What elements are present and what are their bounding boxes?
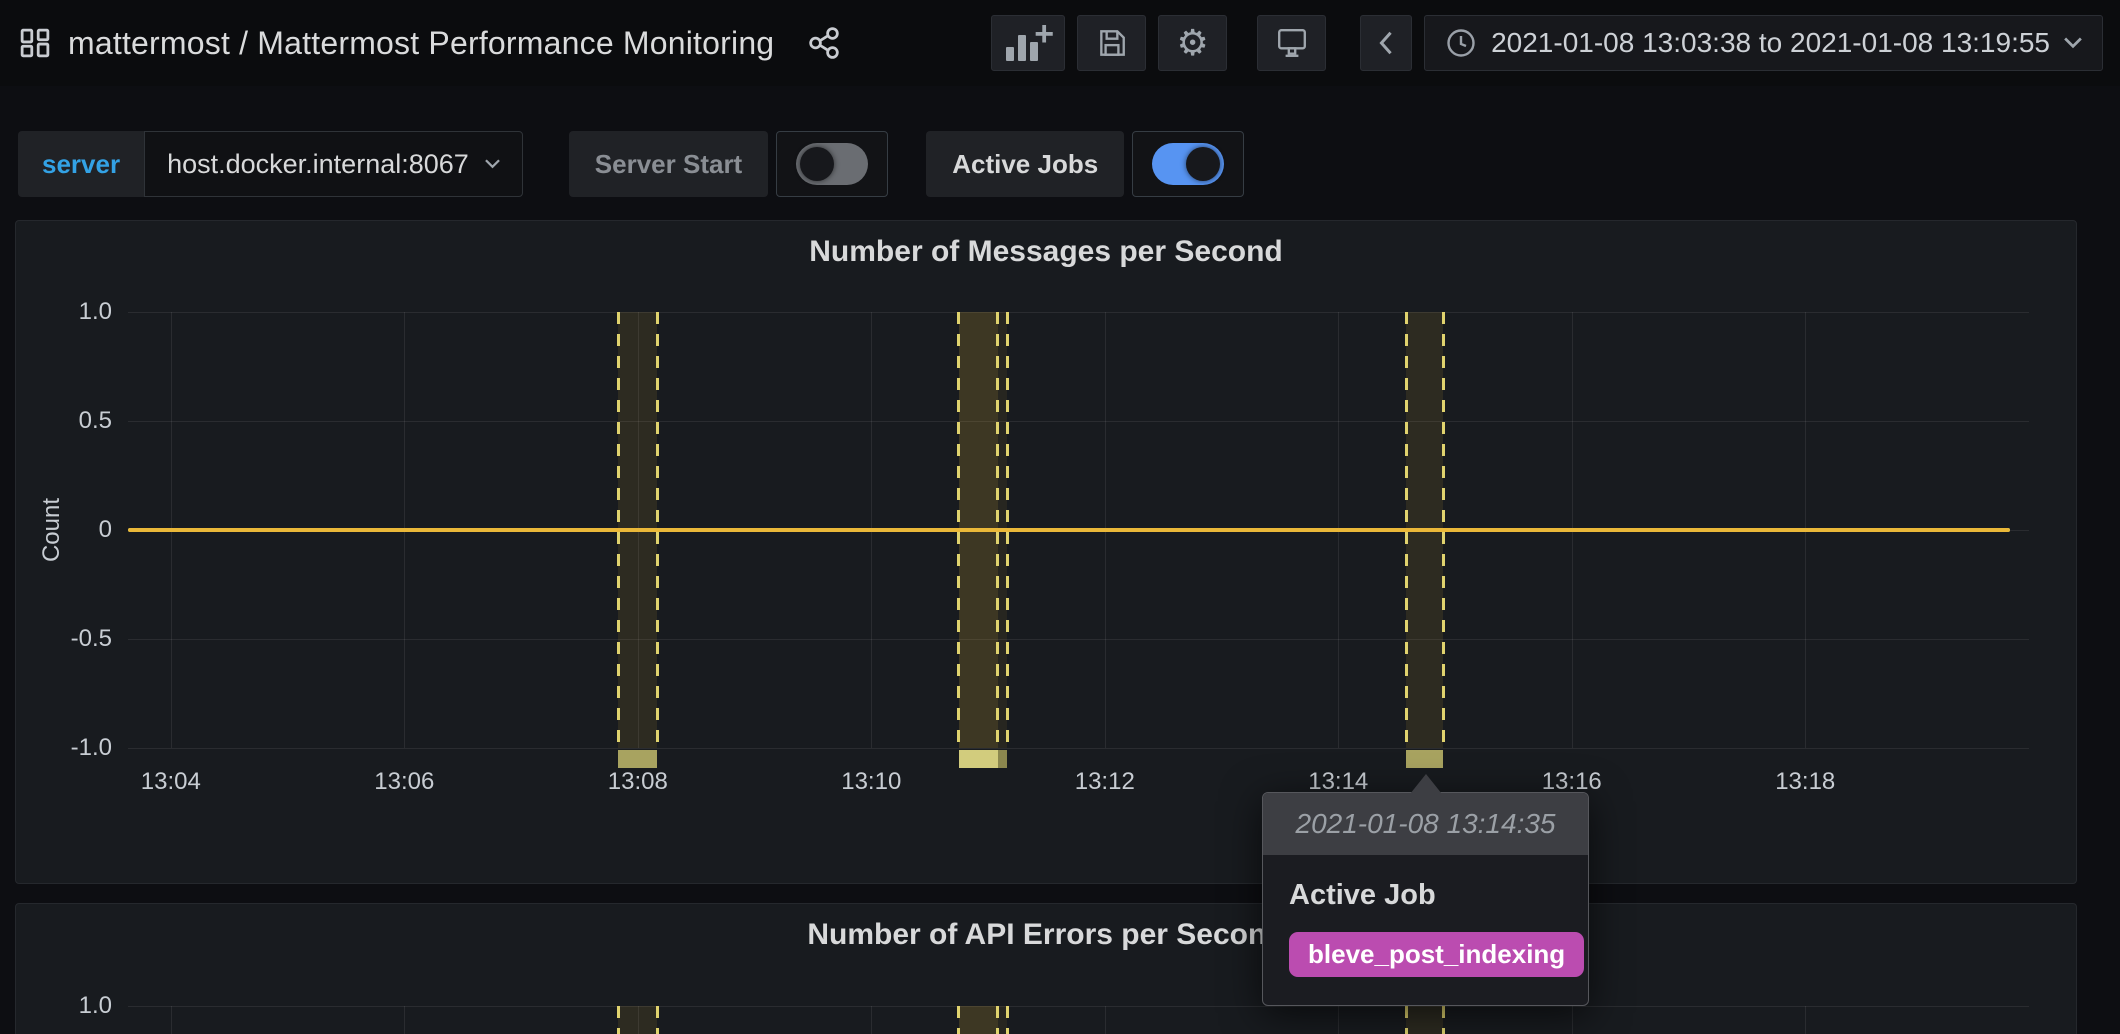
time-range-picker[interactable]: 2021-01-08 13:03:38 to 2021-01-08 13:19:… xyxy=(1424,15,2103,71)
toggle-knob xyxy=(1186,147,1221,181)
grid-line-horizontal xyxy=(128,639,2029,640)
plus-icon: + xyxy=(1034,15,1055,53)
panel-title[interactable]: Number of Messages per Second xyxy=(809,235,1283,268)
annotation-marker[interactable] xyxy=(958,750,998,768)
annotation-region-edge-left xyxy=(996,312,1000,748)
save-icon xyxy=(1096,27,1128,59)
annotation-region xyxy=(997,1006,1008,1034)
chevron-down-icon xyxy=(2064,37,2082,49)
annotation-region xyxy=(618,1006,658,1034)
grid-line-vertical xyxy=(637,1006,639,1034)
chart-plot-area: 1.0 0.5 0 -0.5 -1.0 13:04 13:06 13:08 13:10 13:12… xyxy=(71,298,2029,795)
grid-line-vertical xyxy=(1104,1006,1106,1034)
dashboard-settings-button[interactable]: ⚙ xyxy=(1158,15,1228,71)
x-axis-tick-label: 13:04 xyxy=(140,768,201,795)
grid-line-vertical xyxy=(1805,1006,1807,1034)
annotation-tag-badge: bleve_post_indexing xyxy=(1289,932,1585,977)
share-icon[interactable] xyxy=(806,25,842,61)
dashboard-title[interactable]: mattermost / Mattermost Performance Moni… xyxy=(68,24,775,61)
annotation-region-edge-left xyxy=(616,312,620,748)
annotation-region-edge-right xyxy=(1441,312,1445,748)
grid-line-vertical xyxy=(1571,1006,1573,1034)
y-axis-tick-label: 1.0 xyxy=(78,298,112,325)
annotation-marker[interactable] xyxy=(618,750,658,768)
series-line-Total xyxy=(128,528,2010,532)
variable-server-label: server xyxy=(18,131,145,197)
grid-line-horizontal xyxy=(128,748,2029,749)
server-start-label: Server Start xyxy=(568,131,769,197)
grid-line-vertical xyxy=(170,1006,172,1034)
annotation-region xyxy=(1406,1006,1444,1034)
grid-line-horizontal xyxy=(128,312,2029,313)
clock-icon xyxy=(1445,27,1477,59)
x-axis-tick-label: 13:14 xyxy=(1308,768,1369,795)
grid-line-horizontal xyxy=(128,1006,2029,1007)
y-axis-tick-label: 0 xyxy=(98,516,112,543)
y-axis-tick-label: -0.5 xyxy=(70,625,112,652)
time-range-label: 2021-01-08 13:03:38 to 2021-01-08 13:19:… xyxy=(1491,27,2050,58)
tooltip-body: Active Job bleve_post_indexing xyxy=(1263,855,1588,1005)
tooltip-timestamp: 2021-01-08 13:14:35 xyxy=(1263,793,1588,855)
annotation-region-edge-right xyxy=(1005,1006,1009,1034)
chevron-down-icon xyxy=(484,159,500,169)
annotation-tooltip: 2021-01-08 13:14:35 Active Job bleve_pos… xyxy=(1262,774,1589,1006)
tooltip-arrow-icon xyxy=(1409,774,1442,794)
y-axis-tick-label: 0.5 xyxy=(78,407,112,434)
server-variable-value: host.docker.internal:8067 xyxy=(167,148,469,179)
add-panel-icon: + xyxy=(1006,17,1054,61)
annotation-region-edge-right xyxy=(1005,312,1009,748)
toggle-knob xyxy=(800,147,835,181)
annotation-region-edge-left xyxy=(957,312,961,748)
x-axis-tick-label: 13:10 xyxy=(841,768,902,795)
annotation-marker[interactable] xyxy=(997,750,1008,768)
grid-line-vertical xyxy=(404,1006,406,1034)
nav-right-cluster: + ⚙ xyxy=(991,15,2103,71)
monitor-icon xyxy=(1276,27,1308,59)
grid-line-vertical xyxy=(1338,1006,1340,1034)
cycle-view-button[interactable] xyxy=(1257,15,1327,71)
annotation-region xyxy=(958,1006,998,1034)
active-jobs-toggle[interactable] xyxy=(1132,131,1245,197)
grid-line-vertical xyxy=(871,1006,873,1034)
nav-left-cluster: mattermost / Mattermost Performance Moni… xyxy=(20,25,842,62)
annotation-region-edge-left xyxy=(957,1006,961,1034)
x-axis-tick-label: 13:12 xyxy=(1074,768,1135,795)
server-variable-select[interactable]: host.docker.internal:8067 xyxy=(144,131,523,197)
panel-api-errors-per-second: Number of API Errors per Second 1.0 xyxy=(15,903,2077,1034)
annotation-marker[interactable] xyxy=(1406,750,1444,768)
save-dashboard-button[interactable] xyxy=(1077,15,1147,71)
tooltip-title: Active Job xyxy=(1289,879,1436,911)
time-shift-back-button[interactable] xyxy=(1360,15,1413,71)
y-axis-tick-label: -1.0 xyxy=(70,734,112,761)
annotation-region-edge-left xyxy=(616,1006,620,1034)
y-axis-tick-label: 1.0 xyxy=(78,992,112,1019)
annotation-region-edge-left xyxy=(996,1006,1000,1034)
dashboard-submenu: server host.docker.internal:8067 Server … xyxy=(18,131,1245,197)
x-axis-tick-label: 13:16 xyxy=(1541,768,1602,795)
panel-title[interactable]: Number of API Errors per Second xyxy=(807,918,1285,951)
active-jobs-label: Active Jobs xyxy=(926,131,1125,197)
panel-messages-per-second: Number of Messages per Second Count 1.0 0… xyxy=(15,220,2077,884)
active-jobs-control: Active Jobs xyxy=(926,131,1245,197)
chart-plot-area: 1.0 xyxy=(79,992,2029,1034)
annotation-region-edge-right xyxy=(655,1006,659,1034)
annotation-region-edge-right xyxy=(1441,1006,1445,1034)
y-axis-title: Count xyxy=(38,497,65,563)
gear-icon: ⚙ xyxy=(1176,22,1209,63)
chevron-left-icon xyxy=(1378,30,1394,56)
annotation-region-edge-left xyxy=(1404,312,1408,748)
server-start-toggle[interactable] xyxy=(776,131,889,197)
server-start-control: Server Start xyxy=(568,131,889,197)
x-axis-tick-label: 13:18 xyxy=(1775,768,1836,795)
top-nav: mattermost / Mattermost Performance Moni… xyxy=(0,0,2120,86)
x-axis-tick-label: 13:06 xyxy=(374,768,435,795)
x-axis-tick-label: 13:08 xyxy=(607,768,668,795)
annotation-region-edge-right xyxy=(655,312,659,748)
apps-grid-icon[interactable] xyxy=(20,28,50,58)
add-panel-button[interactable]: + xyxy=(991,15,1066,71)
grid-line-horizontal xyxy=(128,421,2029,422)
annotation-region-edge-left xyxy=(1404,1006,1408,1034)
